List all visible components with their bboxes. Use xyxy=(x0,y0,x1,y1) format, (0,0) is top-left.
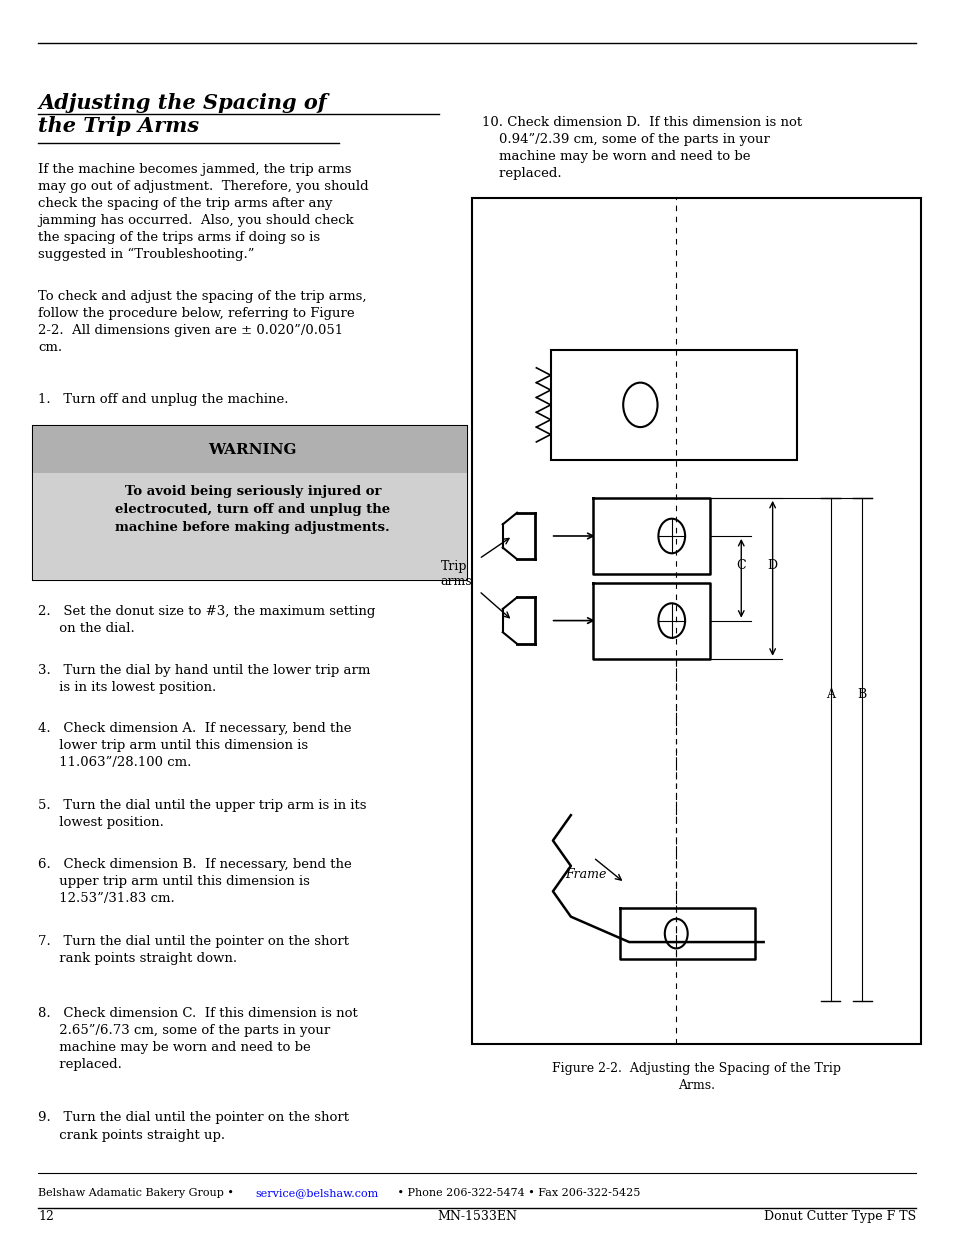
Text: Adjusting the Spacing of
the Trip Arms: Adjusting the Spacing of the Trip Arms xyxy=(38,93,327,136)
Text: To avoid being seriously injured or
electrocuted, turn off and unplug the
machin: To avoid being seriously injured or elec… xyxy=(115,485,390,535)
Text: 1.   Turn off and unplug the machine.: 1. Turn off and unplug the machine. xyxy=(38,393,289,406)
Text: C: C xyxy=(736,558,745,572)
Text: 2.   Set the donut size to #3, the maximum setting
     on the dial.: 2. Set the donut size to #3, the maximum… xyxy=(38,605,375,635)
Text: MN-1533EN: MN-1533EN xyxy=(436,1210,517,1224)
FancyBboxPatch shape xyxy=(33,426,467,473)
Text: 8.   Check dimension C.  If this dimension is not
     2.65”/6.73 cm, some of th: 8. Check dimension C. If this dimension … xyxy=(38,1007,357,1071)
Text: • Phone 206-322-5474 • Fax 206-322-5425: • Phone 206-322-5474 • Fax 206-322-5425 xyxy=(394,1188,639,1198)
Text: 4.   Check dimension A.  If necessary, bend the
     lower trip arm until this d: 4. Check dimension A. If necessary, bend… xyxy=(38,722,352,769)
Text: 7.   Turn the dial until the pointer on the short
     rank points straight down: 7. Turn the dial until the pointer on th… xyxy=(38,935,349,965)
Text: B: B xyxy=(857,688,866,701)
Text: 9.   Turn the dial until the pointer on the short
     crank points straight up.: 9. Turn the dial until the pointer on th… xyxy=(38,1112,349,1141)
Bar xyxy=(550,350,797,459)
Text: 12: 12 xyxy=(38,1210,54,1224)
Text: 6.   Check dimension B.  If necessary, bend the
     upper trip arm until this d: 6. Check dimension B. If necessary, bend… xyxy=(38,858,352,905)
Text: service@belshaw.com: service@belshaw.com xyxy=(255,1188,378,1198)
Text: D: D xyxy=(767,558,777,572)
Text: Belshaw Adamatic Bakery Group •: Belshaw Adamatic Bakery Group • xyxy=(38,1188,237,1198)
Text: Donut Cutter Type F TS: Donut Cutter Type F TS xyxy=(763,1210,915,1224)
Text: To check and adjust the spacing of the trip arms,
follow the procedure below, re: To check and adjust the spacing of the t… xyxy=(38,290,366,354)
Text: Frame: Frame xyxy=(565,868,606,881)
Text: WARNING: WARNING xyxy=(209,442,296,457)
Bar xyxy=(472,198,920,1044)
FancyBboxPatch shape xyxy=(33,473,467,580)
Text: Trip
arms: Trip arms xyxy=(440,559,472,588)
Text: 5.   Turn the dial until the upper trip arm is in its
     lowest position.: 5. Turn the dial until the upper trip ar… xyxy=(38,799,366,829)
FancyBboxPatch shape xyxy=(33,426,467,580)
Text: 3.   Turn the dial by hand until the lower trip arm
     is in its lowest positi: 3. Turn the dial by hand until the lower… xyxy=(38,664,370,694)
Text: If the machine becomes jammed, the trip arms
may go out of adjustment.  Therefor: If the machine becomes jammed, the trip … xyxy=(38,163,369,262)
Text: 10. Check dimension D.  If this dimension is not
    0.94”/2.39 cm, some of the : 10. Check dimension D. If this dimension… xyxy=(481,116,801,180)
Text: Figure 2-2.  Adjusting the Spacing of the Trip
Arms.: Figure 2-2. Adjusting the Spacing of the… xyxy=(552,1062,840,1092)
Text: A: A xyxy=(825,688,835,701)
